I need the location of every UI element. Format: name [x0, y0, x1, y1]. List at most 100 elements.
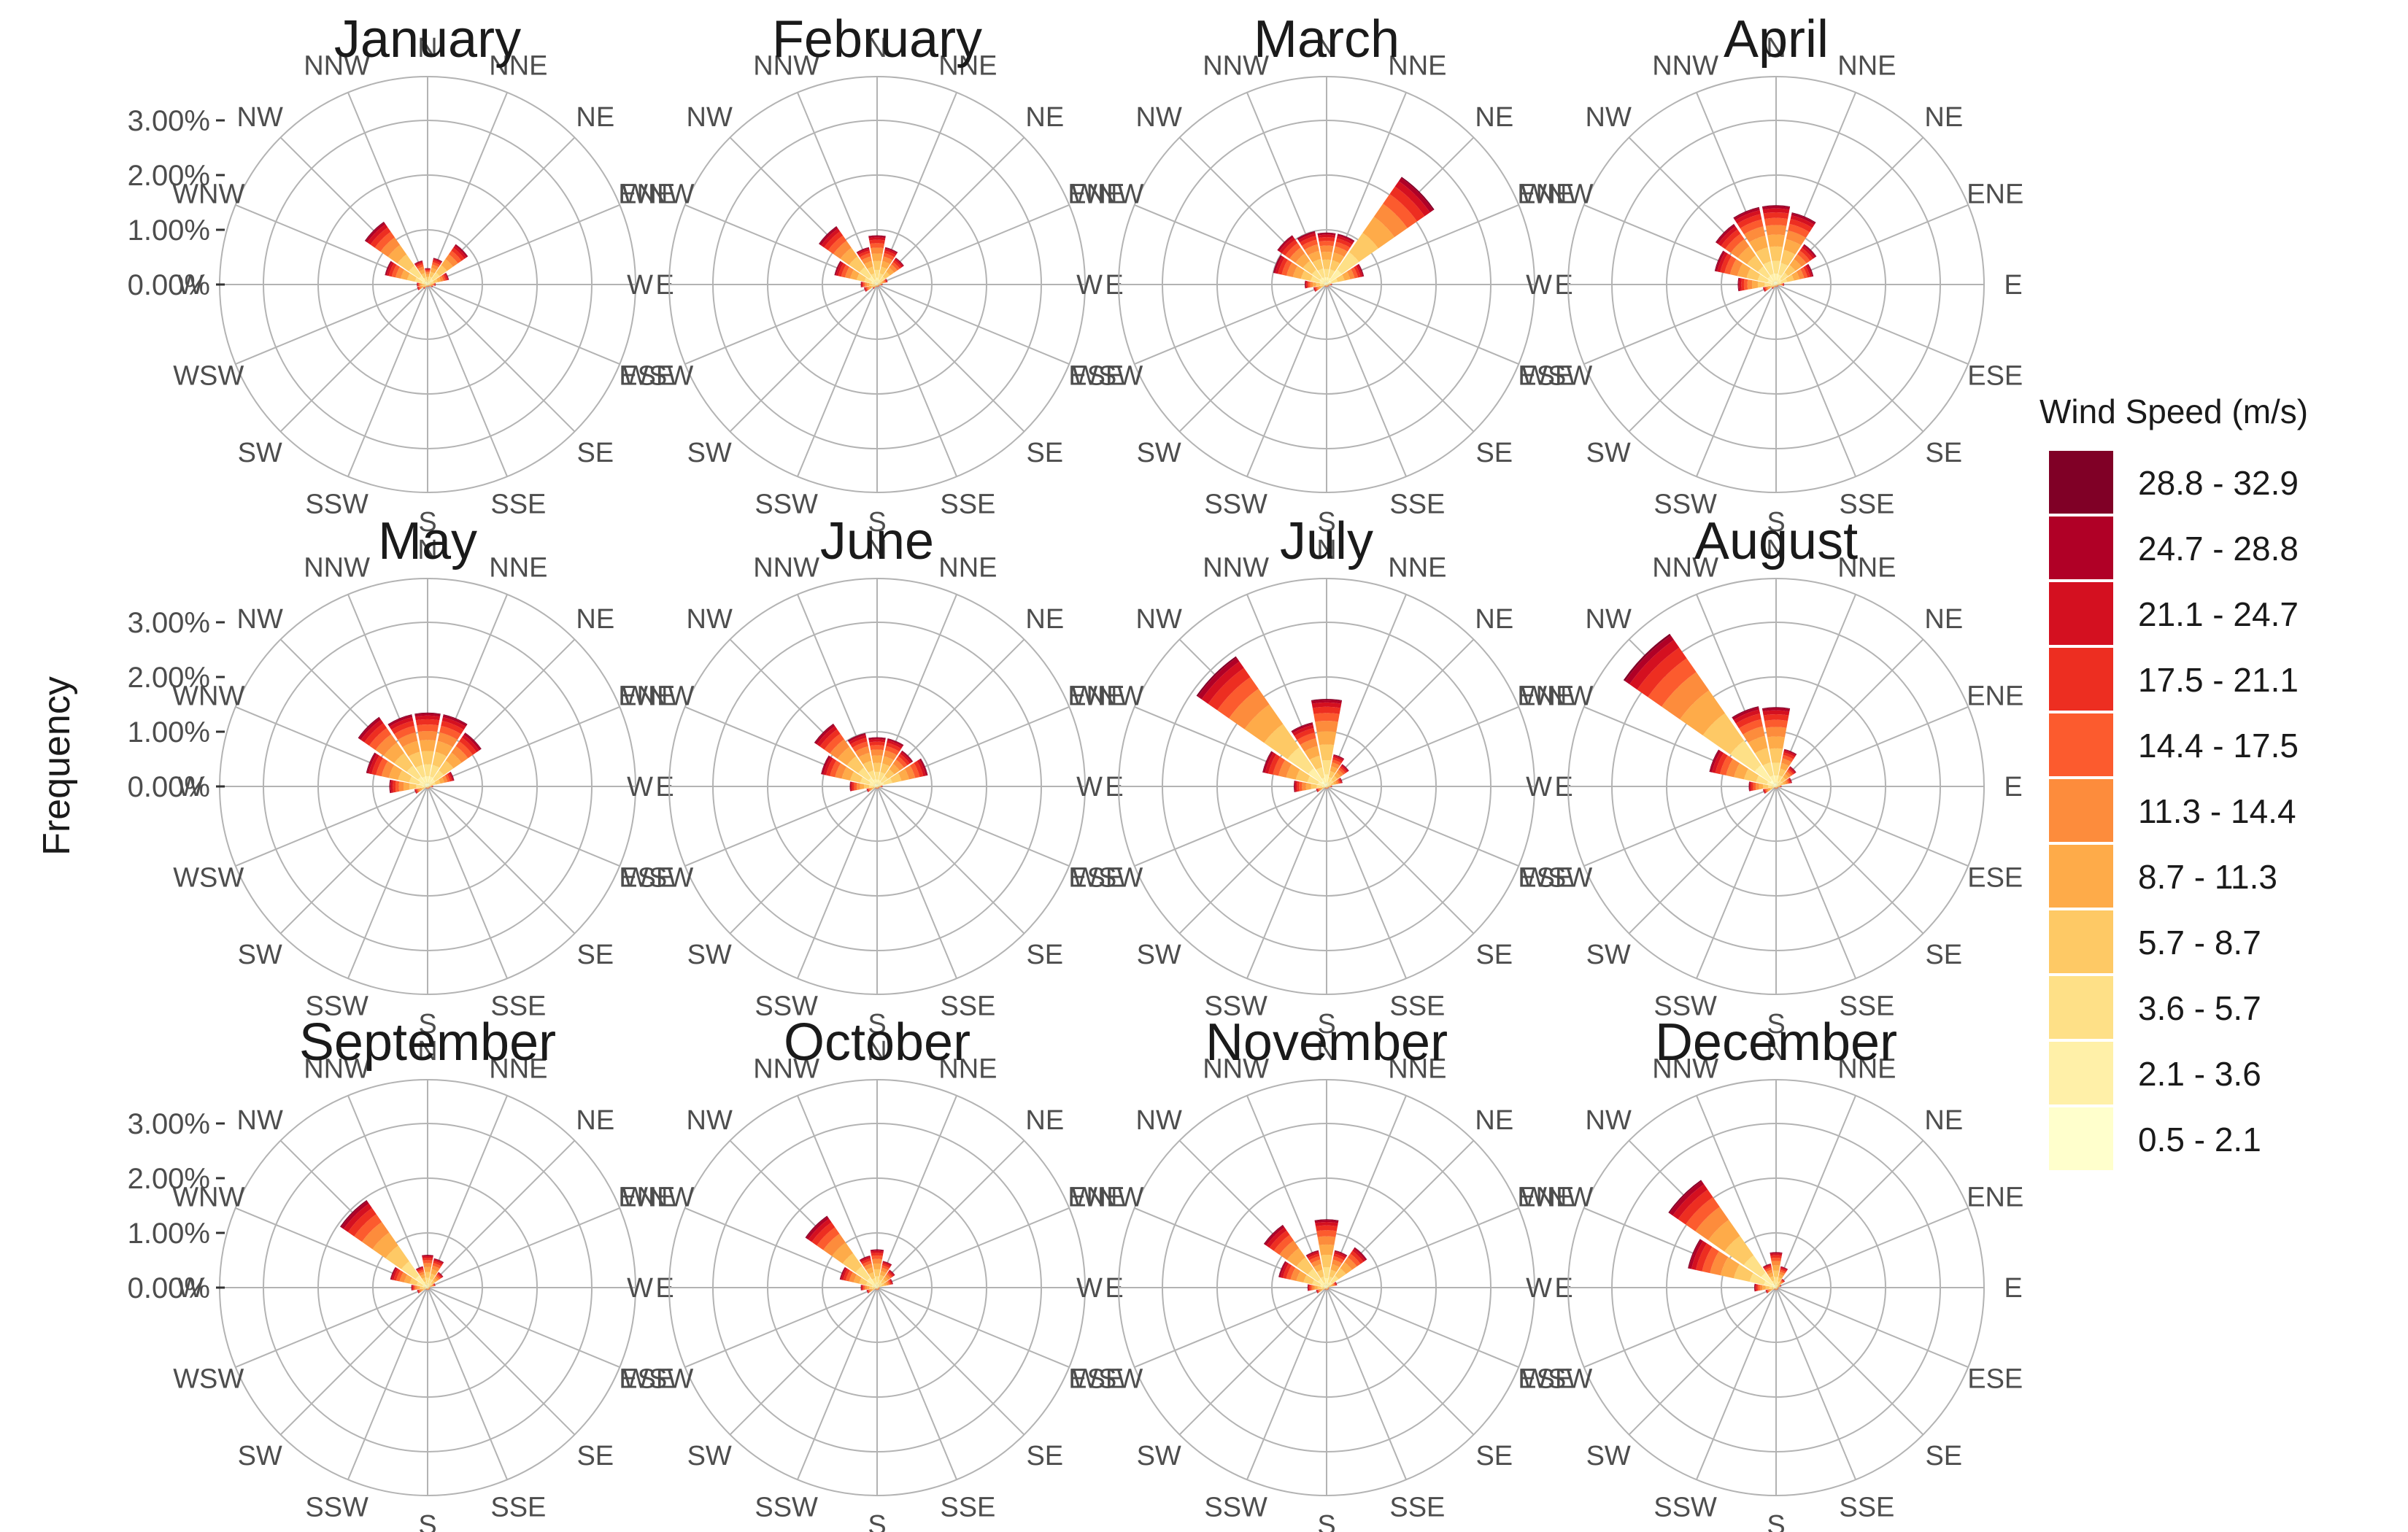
petal-wnw-bin4	[404, 1274, 412, 1284]
petal-wsw-bin8	[417, 286, 420, 290]
direction-label-ne: NE	[1025, 102, 1064, 133]
direction-label-ese: ESE	[1068, 360, 1124, 391]
petal-wnw-bin8	[1712, 751, 1724, 773]
petal-ene-bin8	[1788, 778, 1792, 784]
petal-nne-bin10	[1333, 754, 1345, 759]
petal-nnw-bin3	[1316, 1269, 1324, 1278]
petal-sse-bin3	[877, 786, 878, 788]
petal-n-bin4	[1772, 1265, 1780, 1271]
petal-ene-bin9	[1357, 263, 1364, 277]
petal-ssw-bin3	[427, 1288, 428, 1289]
petal-ene-bin6	[433, 1283, 435, 1287]
direction-label-nne: NNE	[938, 553, 997, 584]
petal-ne-bin1	[878, 781, 882, 786]
petal-s-bin4	[1775, 787, 1777, 789]
petal-w-bin9	[1738, 277, 1740, 292]
grid-spoke	[1246, 1287, 1327, 1480]
grid-spoke	[1178, 1287, 1327, 1436]
petal-nnw-bin7	[1735, 713, 1761, 729]
petal-ne-bin8	[1788, 767, 1796, 774]
petal-wsw-bin4	[1767, 285, 1771, 290]
legend-swatch	[2049, 779, 2113, 842]
petal-n-bin0	[427, 783, 428, 786]
petal-nne-bin4	[1783, 239, 1802, 255]
petal-nnw-bin1	[1322, 276, 1327, 283]
petal-sw-bin6	[873, 287, 875, 289]
petal-n-bin4	[419, 740, 436, 752]
legend-label: 2.1 - 3.6	[2138, 1055, 2261, 1093]
petal-nne-bin6	[884, 746, 900, 756]
petal-sse-bin7	[877, 1289, 879, 1291]
direction-label-s: S	[1767, 507, 1785, 538]
petal-wsw-bin9	[866, 1290, 868, 1294]
petal-ene-bin1	[1327, 282, 1332, 285]
petal-ene-bin9	[919, 758, 927, 776]
grid-spoke	[427, 1287, 508, 1480]
petal-wnw-bin9	[1278, 1261, 1287, 1278]
panel-february: NNNENEENEEESESESSESSSWSWWSWWWNWNWNNWFebr…	[622, 10, 1124, 538]
petal-wnw-bin8	[1265, 752, 1277, 774]
petal-w-bin3	[869, 283, 873, 286]
petal-n-bin9	[422, 1255, 433, 1257]
petal-n-bin2	[426, 279, 429, 282]
petal-nnw-bin4	[1304, 746, 1320, 760]
petal-wnw-bin9	[1715, 250, 1726, 272]
petal-w-bin4	[1314, 1285, 1318, 1290]
petal-w-bin2	[1767, 785, 1772, 788]
petal-nnw-bin7	[415, 263, 423, 268]
petal-nne-bin3	[1330, 260, 1340, 271]
petal-sw-bin5	[1324, 787, 1326, 789]
y-tick-label: 1.00%	[128, 716, 210, 748]
petal-se-bin7	[1327, 285, 1329, 287]
petal-n-bin2	[1774, 1277, 1778, 1283]
direction-label-se: SE	[1475, 1441, 1513, 1471]
petal-ese-bin7	[879, 786, 880, 788]
petal-w-bin0	[425, 786, 428, 787]
petal-nnw-bin5	[418, 1272, 425, 1277]
petal-ne-bin9	[1354, 1247, 1367, 1261]
petal-sw-bin4	[1325, 1288, 1326, 1289]
petal-nne-bin1	[1776, 781, 1779, 786]
grid-spoke	[876, 1287, 1070, 1368]
petal-ene-bin2	[1776, 1286, 1778, 1288]
legend-label: 5.7 - 8.7	[2138, 924, 2261, 962]
petal-w-bin1	[1772, 1287, 1775, 1288]
petal-nw-bin7	[347, 1207, 377, 1237]
petal-nnw-bin8	[414, 261, 423, 266]
panel-title: September	[299, 1013, 556, 1072]
grid-spoke	[876, 204, 1070, 285]
petal-sw-bin7	[1774, 787, 1775, 789]
petal-nw-bin5	[380, 237, 401, 258]
direction-label-nnw: NNW	[1203, 553, 1269, 584]
petal-ene-bin2	[1780, 278, 1788, 284]
direction-label-ssw: SSW	[1204, 489, 1267, 519]
petal-sw-bin9	[422, 287, 425, 290]
petal-nw-bin9	[1277, 235, 1294, 252]
petal-nnw-bin6	[1302, 239, 1318, 250]
petal-wsw-bin5	[1766, 286, 1770, 290]
petal-nne-bin5	[1786, 230, 1806, 246]
petal-nnw-bin9	[1297, 231, 1316, 241]
petal-n-bin8	[1770, 1253, 1783, 1256]
petal-w-bin4	[1759, 783, 1764, 790]
petal-ne-bin2	[879, 1282, 883, 1286]
direction-label-nne: NNE	[938, 51, 997, 82]
petal-ne-bin10	[464, 732, 482, 750]
petal-n-bin1	[425, 775, 430, 784]
petal-nw-bin3	[1303, 260, 1316, 274]
petal-wnw-bin8	[1717, 252, 1728, 273]
petal-nw-bin6	[827, 235, 847, 255]
petal-wsw-bin7	[1766, 1289, 1769, 1293]
petal-n-bin2	[1323, 1266, 1330, 1279]
petal-ene-bin0	[1327, 283, 1329, 285]
petal-sw-bin7	[1324, 787, 1326, 789]
petal-nne-bin1	[428, 280, 430, 284]
petal-ene-bin8	[916, 759, 926, 777]
grid-spoke	[347, 92, 428, 285]
petal-nne-bin8	[1780, 1266, 1788, 1272]
petal-wnw-bin3	[1746, 268, 1761, 281]
petal-sw-bin9	[1771, 287, 1773, 290]
petal-ene-bin8	[433, 1283, 436, 1286]
petal-wnw-bin2	[409, 776, 420, 785]
petal-nw-bin8	[367, 224, 388, 245]
